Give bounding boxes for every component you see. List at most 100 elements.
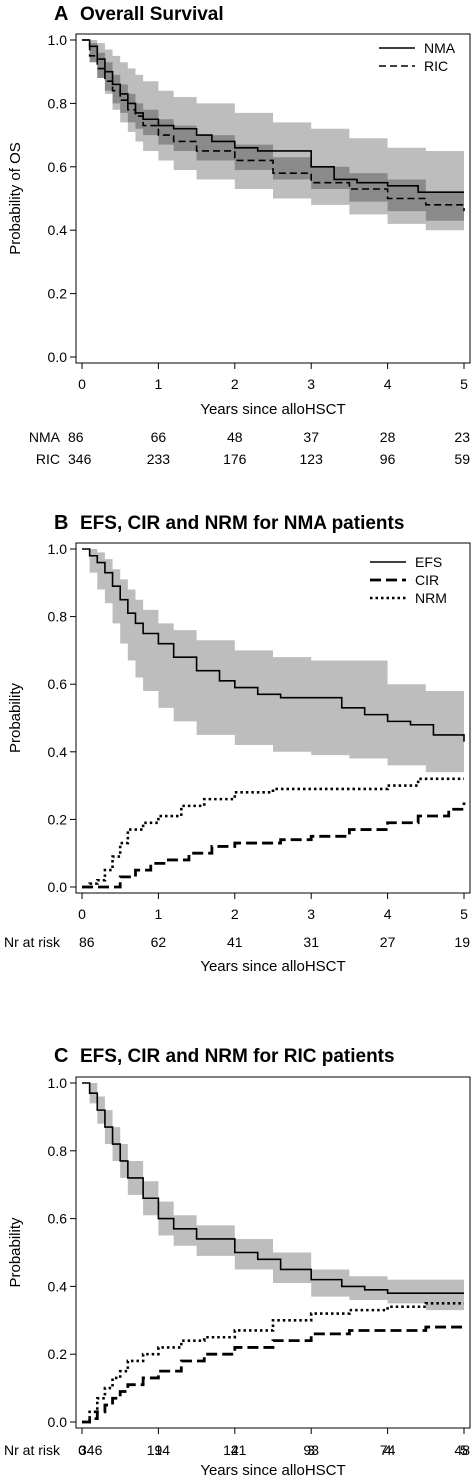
risk-table-value: 96 [380, 451, 396, 467]
x-tick-label: 0 [78, 906, 86, 922]
risk-table-value: 62 [151, 934, 167, 950]
risk-table-label: NMA [29, 429, 61, 445]
y-tick-label: 0.2 [48, 811, 68, 827]
risk-table-value: 123 [300, 451, 324, 467]
risk-table-value: 23 [454, 429, 470, 445]
legend-label: CIR [415, 572, 439, 588]
risk-table-value: 66 [151, 429, 167, 445]
y-tick-label: 0.0 [48, 879, 68, 895]
panel-c: C EFS, CIR and NRM for RIC patients 0.0 0.2… [4, 1045, 471, 1479]
risk-table-label: Nr at risk [4, 934, 61, 950]
risk-table-value: 194 [147, 1442, 171, 1458]
risk-table-label: RIC [36, 451, 60, 467]
confidence-band-efs [82, 549, 464, 776]
plot-frame [75, 1076, 471, 1429]
series-line-nrm [82, 777, 464, 889]
series-line-efs [82, 548, 465, 742]
panel-letter: C [54, 1045, 68, 1067]
y-tick-label: 0.4 [48, 1278, 68, 1294]
y-tick-label: 0.2 [48, 286, 68, 302]
confidence-band-efs [82, 1083, 464, 1314]
risk-table-value: 86 [68, 429, 84, 445]
x-axis-label: Years since alloHSCT [200, 401, 345, 418]
x-tick-label: 3 [307, 376, 315, 392]
risk-table-value: 48 [227, 429, 243, 445]
risk-table-value: 176 [223, 451, 247, 467]
x-tick-label: 2 [231, 376, 239, 392]
x-tick-label: 0 [78, 376, 86, 392]
y-tick-label: 0.8 [48, 1143, 68, 1159]
risk-table-value: 346 [68, 451, 92, 467]
y-tick-label: 1.0 [48, 541, 68, 557]
panel-b: B EFS, CIR and NRM for NMA patients 0.0 0.2… [4, 512, 471, 975]
risk-table-value: 346 [79, 1442, 103, 1458]
y-tick-label: 0.8 [48, 609, 68, 625]
plot-frame [75, 33, 471, 364]
risk-table-value: 28 [380, 429, 396, 445]
x-tick-label: 5 [460, 376, 468, 392]
y-tick-label: 0.4 [48, 222, 68, 238]
legend-label: EFS [415, 554, 442, 570]
x-tick-label: 1 [155, 376, 163, 392]
legend-label: NMA [424, 40, 456, 56]
x-tick-label: 3 [307, 906, 315, 922]
y-tick-label: 0.0 [48, 349, 68, 365]
x-tick-label: 5 [460, 1442, 468, 1458]
y-tick-label: 0.8 [48, 95, 68, 111]
risk-table-value: 48 [454, 1442, 470, 1458]
x-tick-label: 4 [384, 376, 392, 392]
risk-table-value: 41 [227, 934, 243, 950]
legend: NMA RIC [379, 40, 456, 74]
risk-table-value: 31 [303, 934, 319, 950]
x-tick-label: 4 [384, 906, 392, 922]
x-tick-label: 0 [78, 1442, 86, 1458]
chart-title: EFS, CIR and NRM for RIC patients [80, 1046, 395, 1067]
x-tick-label: 3 [307, 1442, 315, 1458]
series-line-nma [82, 39, 464, 193]
risk-table-value: 93 [303, 1442, 319, 1458]
series-line-nrm [82, 1302, 464, 1424]
x-axis-label: Years since alloHSCT [200, 958, 345, 975]
risk-table-value: 233 [147, 451, 171, 467]
legend-label: RIC [424, 58, 448, 74]
y-tick-label: 1.0 [48, 1075, 68, 1091]
y-axis-label: Probability [7, 1217, 24, 1288]
series-line-cir [82, 802, 466, 889]
x-tick-label: 2 [231, 906, 239, 922]
y-tick-label: 0.6 [48, 1211, 68, 1227]
x-tick-label: 1 [155, 906, 163, 922]
risk-table-value: 86 [79, 934, 95, 950]
risk-table-value: 37 [303, 429, 319, 445]
y-axis-label: Probability [7, 682, 24, 753]
chart-title: Overall Survival [80, 4, 224, 25]
risk-table-value: 74 [380, 1442, 396, 1458]
x-axis-label: Years since alloHSCT [200, 1462, 345, 1479]
plot-frame [75, 542, 471, 894]
series-line-cir [82, 1325, 464, 1424]
y-tick-label: 1.0 [48, 32, 68, 48]
y-tick-label: 0.0 [48, 1414, 68, 1430]
y-tick-label: 0.6 [48, 676, 68, 692]
y-axis-label: Probability of OS [7, 142, 24, 255]
panel-letter: A [54, 3, 68, 25]
series-line-ric [82, 39, 465, 212]
risk-table-label: Nr at risk [4, 1442, 61, 1458]
risk-table-value: 19 [454, 934, 470, 950]
legend-label: NRM [415, 590, 447, 606]
chart-title: EFS, CIR and NRM for NMA patients [80, 513, 404, 534]
x-tick-label: 2 [231, 1442, 239, 1458]
x-tick-label: 4 [384, 1442, 392, 1458]
x-tick-label: 5 [460, 906, 468, 922]
panel-letter: B [54, 512, 68, 534]
risk-table-value: 141 [223, 1442, 247, 1458]
y-tick-label: 0.6 [48, 159, 68, 175]
legend: EFS CIR NRM [370, 554, 447, 606]
risk-table-value: 59 [454, 451, 470, 467]
risk-table-value: 27 [380, 934, 396, 950]
y-tick-label: 0.4 [48, 744, 68, 760]
series-line-efs [82, 1082, 464, 1294]
confidence-band-ric [82, 40, 464, 224]
x-tick-label: 1 [155, 1442, 163, 1458]
